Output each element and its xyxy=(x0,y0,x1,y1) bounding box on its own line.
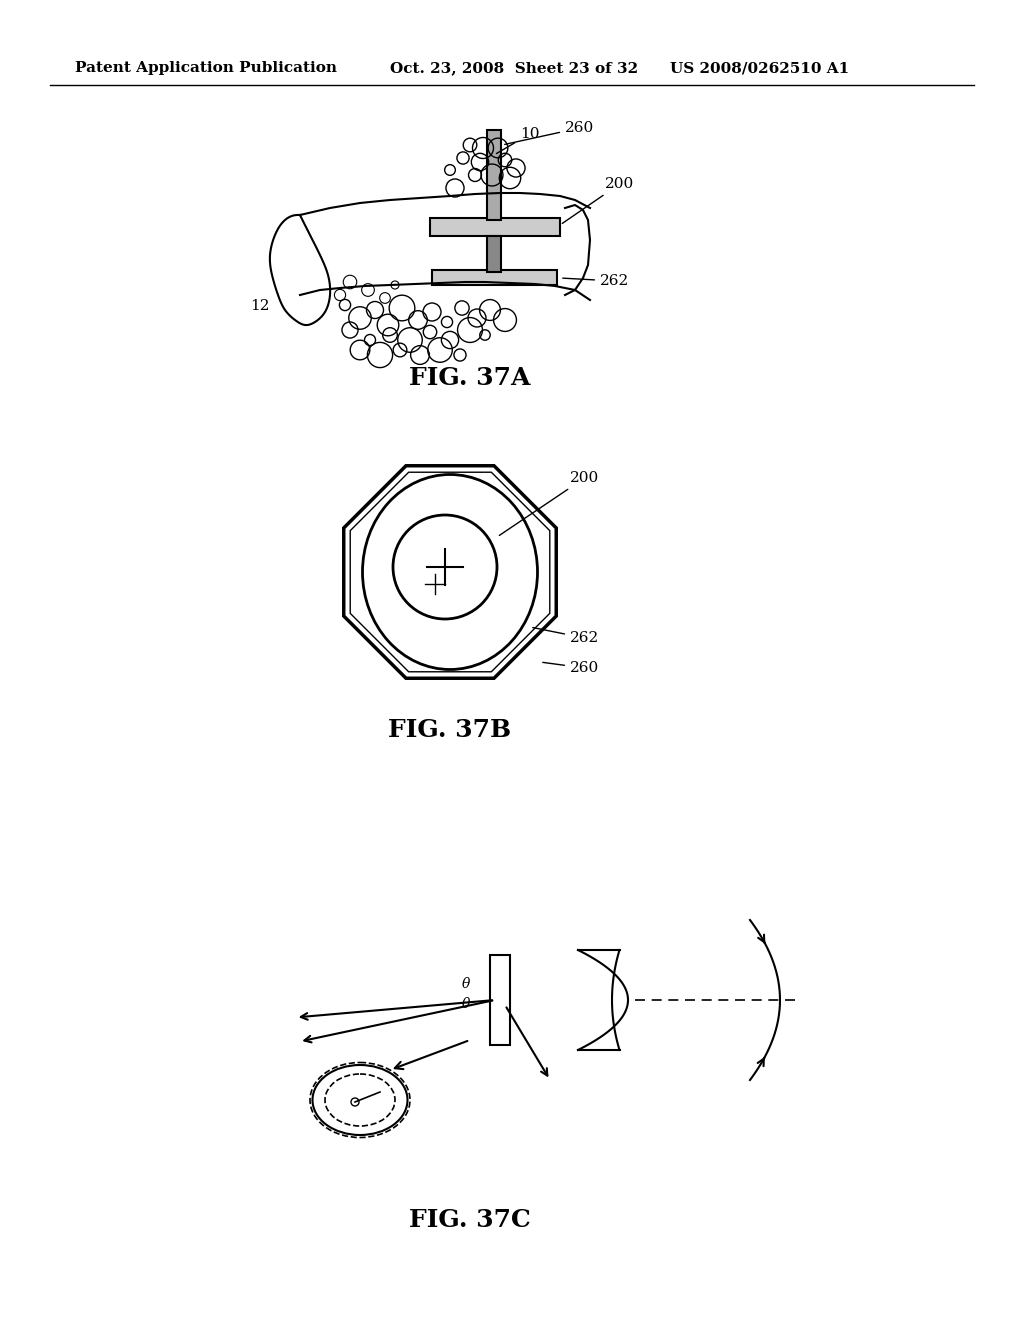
Text: 12: 12 xyxy=(251,300,270,313)
Text: θ: θ xyxy=(462,997,470,1011)
Text: FIG. 37C: FIG. 37C xyxy=(409,1208,530,1232)
Bar xyxy=(487,129,501,220)
FancyBboxPatch shape xyxy=(430,218,560,236)
Text: FIG. 37A: FIG. 37A xyxy=(410,366,530,389)
Text: 262: 262 xyxy=(532,627,599,645)
Text: 200: 200 xyxy=(562,177,634,223)
Text: Patent Application Publication: Patent Application Publication xyxy=(75,61,337,75)
Text: 200: 200 xyxy=(500,471,599,536)
Text: FIG. 37B: FIG. 37B xyxy=(388,718,512,742)
Text: US 2008/0262510 A1: US 2008/0262510 A1 xyxy=(670,61,849,75)
Text: 10: 10 xyxy=(497,127,540,153)
Text: Oct. 23, 2008  Sheet 23 of 32: Oct. 23, 2008 Sheet 23 of 32 xyxy=(390,61,638,75)
Text: 262: 262 xyxy=(563,275,630,288)
FancyBboxPatch shape xyxy=(432,271,557,285)
Bar xyxy=(490,954,510,1045)
Text: 260: 260 xyxy=(543,661,599,675)
Text: 260: 260 xyxy=(505,121,594,144)
Bar xyxy=(487,236,501,272)
Text: θ: θ xyxy=(462,977,470,991)
